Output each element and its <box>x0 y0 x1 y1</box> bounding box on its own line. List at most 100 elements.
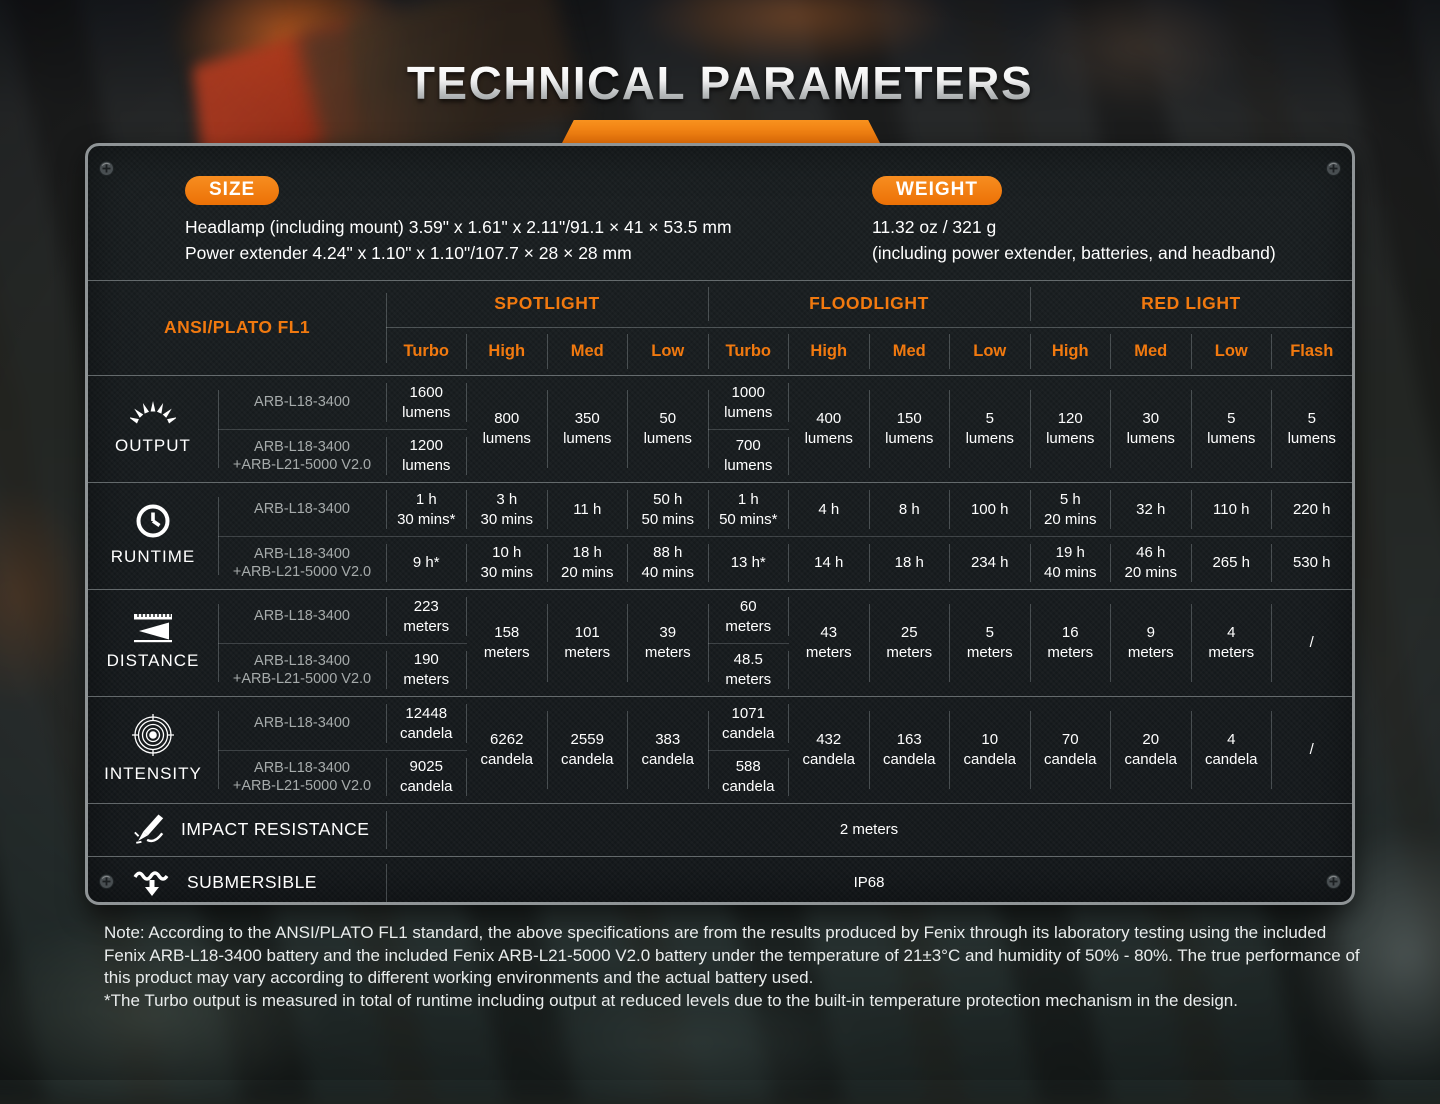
note-footnote: *The Turbo output is measured in total o… <box>104 990 1238 1010</box>
spec-cell: 383 candela <box>628 697 709 803</box>
spec-cell: 101 meters <box>547 590 628 696</box>
row-label: IMPACT RESISTANCE <box>181 819 370 840</box>
spec-cell: 32 h <box>1111 483 1191 536</box>
spec-cell: 25 meters <box>869 590 950 696</box>
spec-cell: 400 lumens <box>789 376 870 482</box>
distance-band: DISTANCE ARB-L18-3400 ARB-L18-3400 +ARB-… <box>88 589 1352 696</box>
spec-cell: 5 meters <box>950 590 1030 696</box>
mode-header: Turbo <box>708 328 789 375</box>
battery-config: ARB-L18-3400 +ARB-L21-5000 V2.0 <box>218 643 387 696</box>
impact-row-header: IMPACT RESISTANCE <box>88 804 387 856</box>
group-spotlight: SPOTLIGHT <box>386 281 709 328</box>
screw-icon <box>99 161 114 176</box>
spec-cell: 50 h 50 mins <box>628 483 709 536</box>
submersible-row-header: SUBMERSIBLE <box>88 857 387 902</box>
spec-cell: 234 h <box>949 536 1030 589</box>
mode-header: High <box>467 328 548 375</box>
spec-cell: 20 candela <box>1111 697 1191 803</box>
spec-cell: 1200 lumens <box>386 429 467 482</box>
footnote-block: Note: According to the ANSI/PLATO FL1 st… <box>104 922 1366 1012</box>
output-row-header: OUTPUT <box>88 376 219 482</box>
spec-cell: 50 lumens <box>628 376 709 482</box>
group-redlight: RED LIGHT <box>1030 281 1352 328</box>
mode-header: Med <box>1111 328 1191 375</box>
spec-cell: 120 lumens <box>1030 376 1111 482</box>
sunburst-icon <box>130 400 176 428</box>
spec-cell: 16 meters <box>1030 590 1111 696</box>
spec-cell: 8 h <box>869 483 950 536</box>
row-label: SUBMERSIBLE <box>187 872 317 893</box>
spec-cell: 13 h* <box>708 536 789 589</box>
mode-header: Low <box>1191 328 1272 375</box>
output-band: OUTPUT ARB-L18-3400 ARB-L18-3400 +ARB-L2… <box>88 375 1352 482</box>
spec-cell: 1000 lumens <box>708 376 789 429</box>
weight-badge: WEIGHT <box>872 176 1002 205</box>
spec-cell: 39 meters <box>628 590 709 696</box>
mode-header: High <box>789 328 870 375</box>
spec-cell: 5 h 20 mins <box>1030 483 1111 536</box>
spec-cell: 588 candela <box>708 750 789 803</box>
spec-cell: 350 lumens <box>547 376 628 482</box>
spec-cell: 1 h 50 mins* <box>708 483 789 536</box>
mode-header: Low <box>628 328 709 375</box>
spec-cell: / <box>1309 741 1314 759</box>
spec-cell: 12448 candela <box>386 697 467 750</box>
impact-arrow-icon <box>132 813 166 847</box>
spec-cell: 88 h 40 mins <box>627 536 709 589</box>
spec-cell: 2559 candela <box>547 697 628 803</box>
spec-cell: 9 h* <box>386 536 467 589</box>
spec-cell: 30 lumens <box>1111 376 1191 482</box>
page-title: TECHNICAL PARAMETERS <box>0 56 1440 110</box>
spec-cell: 223 meters <box>386 590 467 643</box>
impact-band: IMPACT RESISTANCE 2 meters <box>88 803 1352 856</box>
spec-cell: 150 lumens <box>869 376 950 482</box>
screw-icon <box>99 874 114 889</box>
spec-panel: SIZE Headlamp (including mount) 3.59" x … <box>85 143 1355 905</box>
intensity-band: INTENSITY ARB-L18-3400 ARB-L18-3400 +ARB… <box>88 696 1352 803</box>
beam-triangle-icon <box>133 613 173 643</box>
spec-cell: 10 candela <box>950 697 1030 803</box>
spec-cell: 48.5 meters <box>708 643 789 696</box>
spec-cell: 9 meters <box>1111 590 1191 696</box>
spec-cell: 158 meters <box>467 590 548 696</box>
runtime-row-header: RUNTIME <box>88 483 219 589</box>
weight-section: WEIGHT 11.32 oz / 321 g (including power… <box>872 176 1352 280</box>
spec-cell: 43 meters <box>789 590 870 696</box>
spec-cell: 10 h 30 mins <box>466 536 548 589</box>
standard-label: ANSI/PLATO FL1 <box>88 281 387 375</box>
spec-cell: 4 h <box>789 483 870 536</box>
spec-cell: 100 h <box>950 483 1030 536</box>
group-floodlight: FLOODLIGHT <box>708 281 1031 328</box>
intensity-row-header: INTENSITY <box>88 697 219 803</box>
row-label: INTENSITY <box>104 764 202 784</box>
size-badge: SIZE <box>185 176 280 205</box>
mode-header: Med <box>869 328 950 375</box>
spec-cell: 265 h <box>1191 536 1272 589</box>
table-header-band: ANSI/PLATO FL1 SPOTLIGHT FLOODLIGHT RED … <box>88 280 1352 375</box>
battery-config: ARB-L18-3400 <box>218 590 387 643</box>
battery-config: ARB-L18-3400 <box>218 697 387 750</box>
battery-config: ARB-L18-3400 +ARB-L21-5000 V2.0 <box>218 750 387 803</box>
row-label: OUTPUT <box>115 436 191 456</box>
spec-cell: / <box>1309 634 1314 652</box>
weight-value: 11.32 oz / 321 g <box>872 217 997 237</box>
size-section: SIZE Headlamp (including mount) 3.59" x … <box>185 176 872 280</box>
submersible-value: IP68 <box>853 874 885 892</box>
size-line-extender: Power extender 4.24" x 1.10" x 1.10"/107… <box>185 243 632 263</box>
spec-cell: 4 candela <box>1191 697 1272 803</box>
battery-config: ARB-L18-3400 +ARB-L21-5000 V2.0 <box>218 536 387 589</box>
mode-header: Turbo <box>386 328 467 375</box>
screw-icon <box>1326 161 1341 176</box>
battery-config: ARB-L18-3400 <box>218 483 387 536</box>
runtime-band: RUNTIME ARB-L18-3400 ARB-L18-3400 +ARB-L… <box>88 482 1352 589</box>
spec-cell: 190 meters <box>386 643 467 696</box>
spec-cell: 5 lumens <box>1287 410 1336 447</box>
spec-cell: 1071 candela <box>708 697 789 750</box>
spec-cell: 60 meters <box>708 590 789 643</box>
spec-cell: 14 h <box>788 536 870 589</box>
spec-cell: 163 candela <box>869 697 950 803</box>
submersible-band: SUBMERSIBLE IP68 <box>88 856 1352 902</box>
spec-cell: 70 candela <box>1030 697 1111 803</box>
spec-cell: 3 h 30 mins <box>467 483 548 536</box>
spec-cell: 46 h 20 mins <box>1110 536 1191 589</box>
